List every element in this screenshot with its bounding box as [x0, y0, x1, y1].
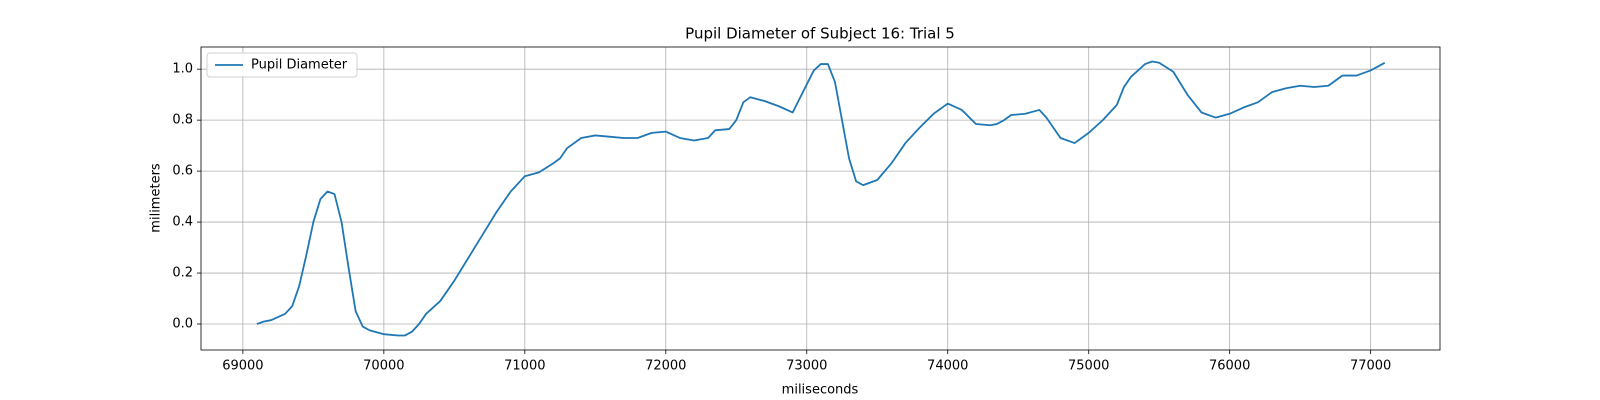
y-tick-label: 0.2: [172, 266, 193, 281]
x-tick-label: 76000: [1209, 359, 1250, 374]
x-tick-label: 73000: [786, 359, 827, 374]
x-tick-label: 75000: [1068, 359, 1109, 374]
y-tick-label: 1.0: [172, 62, 193, 77]
y-axis-label: milimeters: [149, 163, 164, 233]
legend-box: [206, 52, 358, 78]
x-tick-label: 74000: [927, 359, 968, 374]
plot-frame: [200, 46, 1441, 351]
x-axis-label: miliseconds: [782, 383, 859, 398]
chart-title: Pupil Diameter of Subject 16: Trial 5: [685, 25, 955, 43]
legend-label: Pupil Diameter: [251, 58, 348, 73]
y-tick-label: 0.8: [172, 113, 193, 128]
line-series: [256, 60, 1386, 337]
y-tick-label: 0.4: [172, 215, 193, 230]
y-tick-label: 0.6: [172, 164, 193, 179]
x-tick-label: 69000: [222, 359, 263, 374]
x-tick-label: 70000: [363, 359, 404, 374]
x-tick-label: 72000: [645, 359, 686, 374]
y-tick-label: 0.0: [172, 317, 193, 332]
x-tick-label: 71000: [504, 359, 545, 374]
x-tick-label: 77000: [1350, 359, 1391, 374]
